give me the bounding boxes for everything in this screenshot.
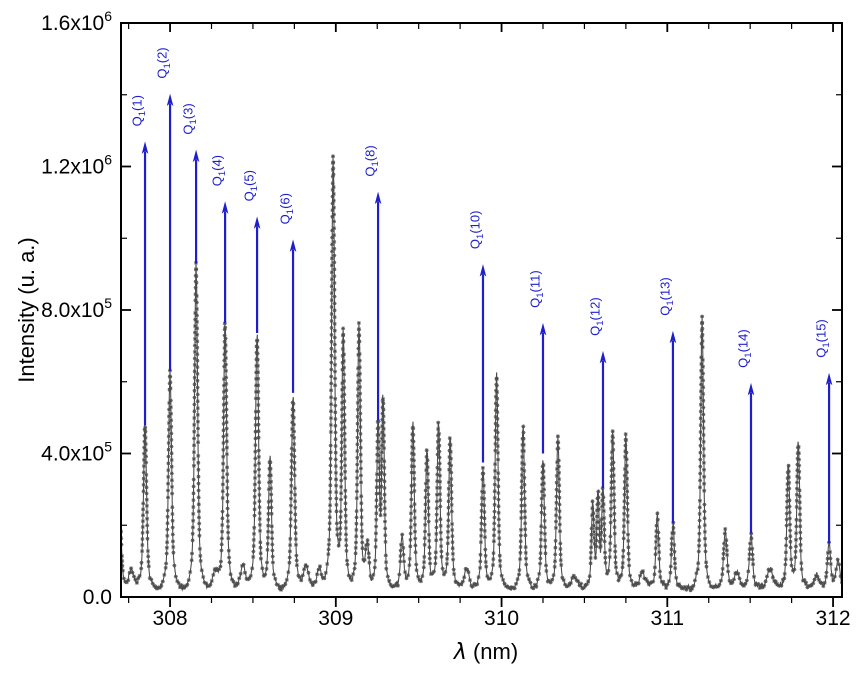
annotation-arrowhead [599, 350, 607, 364]
x-tick-label: 312 [816, 607, 851, 630]
peak-annotation: Q1(13) [657, 277, 677, 524]
annotation-arrowhead [289, 239, 297, 252]
annotation-label: Q1(5) [242, 170, 260, 201]
lambda-symbol: λ [453, 640, 467, 665]
annotation-arrowhead [166, 93, 174, 107]
peak-annotation: Q1(11) [527, 270, 547, 454]
annotation-arrowhead [253, 216, 261, 229]
annotation-label: Q1(14) [736, 329, 755, 368]
annotation-arrowhead [141, 141, 149, 154]
spectrum-data [121, 154, 842, 593]
annotation-arrowhead [221, 201, 229, 214]
annotation-arrowhead [669, 330, 677, 344]
annotation-label: Q1(8) [363, 145, 382, 176]
peak-annotation: Q1(6) [278, 193, 297, 393]
peak-annotation: Q1(3) [181, 103, 200, 264]
annotation-arrowhead [374, 191, 382, 205]
annotation-arrowhead [479, 264, 487, 277]
annotation-arrowhead [539, 322, 547, 336]
axis-ticks [122, 22, 841, 607]
peak-annotation: Q1(4) [210, 155, 229, 323]
annotation-arrowhead [192, 149, 200, 163]
x-axis-title-text: (nm) [466, 639, 519, 664]
x-tick-label: 310 [484, 607, 519, 630]
annotation-label: Q1(13) [657, 277, 676, 316]
annotation-arrowhead [825, 372, 833, 386]
annotation-label: Q1(15) [814, 319, 833, 358]
annotation-label: Q1(12) [587, 297, 606, 336]
annotation-arrowhead [747, 382, 755, 396]
peak-annotation: Q1(12) [587, 297, 607, 489]
x-tick-label: 308 [153, 607, 188, 630]
x-axis-title: λ (nm) [454, 639, 518, 665]
spectrum-markers [121, 154, 842, 593]
peak-annotation: Q1(2) [155, 47, 174, 371]
peak-annotation: Q1(1) [130, 95, 149, 426]
annotation-label: Q1(3) [181, 103, 200, 134]
annotation-label: Q1(1) [130, 95, 149, 126]
x-tick-label: 309 [318, 607, 353, 630]
y-tick-label: 0.0 [83, 586, 112, 609]
peak-annotation: Q1(5) [242, 170, 261, 333]
y-axis-title: Intensity (u. a.) [14, 237, 40, 383]
annotation-label: Q1(2) [155, 47, 174, 78]
peak-annotation: Q1(8) [363, 145, 382, 421]
x-tick-label: 311 [651, 607, 684, 630]
plot-frame [120, 22, 843, 598]
y-tick-label: 1.2x106 [41, 152, 112, 179]
peak-annotation: Q1(15) [814, 319, 833, 544]
annotation-label: Q1(4) [210, 155, 229, 186]
y-tick-label: 1.6x106 [41, 8, 112, 35]
annotation-label: Q1(10) [467, 211, 486, 250]
y-tick-label: 8.0x105 [41, 295, 112, 322]
annotation-label: Q1(11) [527, 270, 546, 308]
peak-annotation: Q1(14) [736, 329, 755, 534]
peak-annotation: Q1(10) [467, 211, 487, 463]
y-axis-title-text: Intensity (u. a.) [14, 237, 39, 383]
y-tick-label: 4.0x105 [41, 439, 112, 466]
annotation-label: Q1(6) [278, 193, 297, 224]
